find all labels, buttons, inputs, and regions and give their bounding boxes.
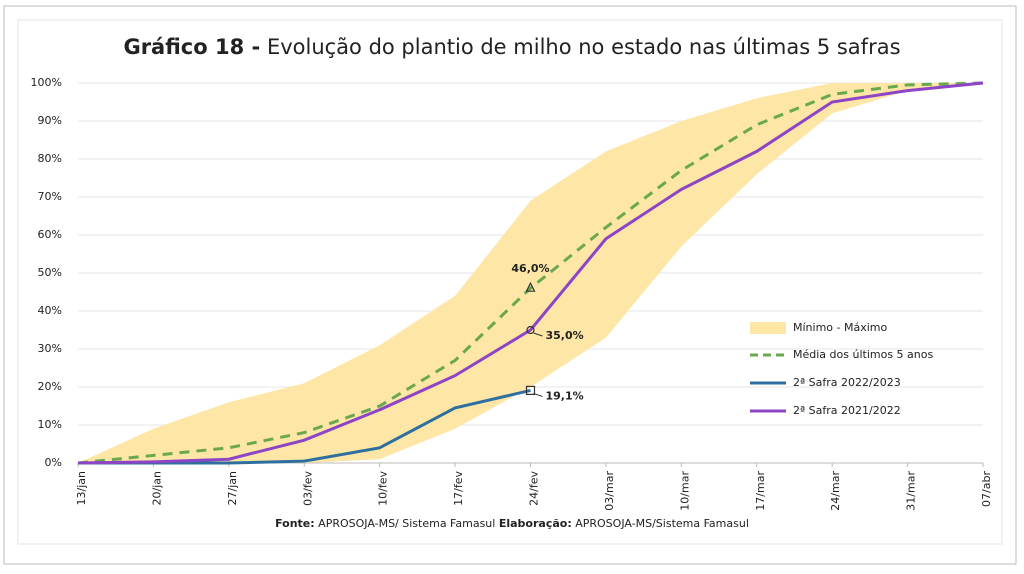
y-tick-label: 70% [38, 190, 62, 203]
x-tick-label: 10/fev [377, 471, 390, 506]
series-line [77, 81, 984, 465]
data-label: 46,0% [511, 262, 549, 275]
x-tick-label: 03/fev [301, 471, 314, 506]
source: APROSOJA-MS/ Sistema Famasul [318, 517, 495, 530]
y-tick-label: 30% [38, 342, 62, 355]
x-tick-label: 03/mar [603, 471, 616, 511]
y-tick-label: 20% [38, 380, 62, 393]
series-line [77, 81, 984, 465]
legend-label: Média dos últimos 5 anos [793, 348, 933, 361]
x-tick-label: 20/jan [150, 471, 163, 506]
legend-label: 2ª Safra 2022/2023 [793, 376, 901, 389]
marker [526, 325, 535, 335]
legend-swatch [750, 322, 786, 334]
x-tick-label: 17/mar [754, 471, 767, 511]
credit-label: Elaboração: [499, 517, 572, 530]
x-tick-label: 31/mar [905, 471, 918, 511]
y-tick-label: 100% [31, 76, 62, 89]
marker [525, 281, 536, 292]
title-text: Evolução do plantio de milho no estado n… [267, 35, 901, 59]
y-tick-label: 10% [38, 418, 62, 431]
x-tick-label: 27/jan [226, 471, 239, 506]
data-label: 35,0% [546, 329, 584, 342]
x-tick-label: 17/fev [452, 471, 465, 506]
title-prefix: Gráfico 18 - [123, 35, 260, 59]
x-tick-label: 24/mar [829, 471, 842, 511]
legend-label: Mínimo - Máximo [793, 321, 887, 334]
y-tick-label: 0% [45, 456, 62, 469]
label-leader [533, 392, 543, 397]
footer: Fonte: APROSOJA-MS/ Sistema Famasul Elab… [275, 517, 749, 530]
marker [525, 385, 536, 396]
x-tick-label: 07/abr [980, 471, 993, 507]
label-leader [533, 332, 543, 337]
range-area [78, 83, 983, 463]
x-tick-label: 24/fev [528, 471, 541, 506]
y-tick-label: 80% [38, 152, 62, 165]
y-tick-label: 60% [38, 228, 62, 241]
y-tick-label: 50% [38, 266, 62, 279]
chart-title: Gráfico 18 - Evolução do plantio de milh… [123, 35, 900, 59]
x-tick-label: 10/mar [678, 471, 691, 511]
x-tick-label: 13/jan [75, 471, 88, 506]
legend-label: 2ª Safra 2021/2022 [793, 404, 901, 417]
y-tick-label: 40% [38, 304, 62, 317]
credit: APROSOJA-MS/Sistema Famasul [575, 517, 749, 530]
source-label: Fonte: [275, 517, 315, 530]
data-label: 19,1% [546, 389, 584, 402]
y-tick-label: 90% [38, 114, 62, 127]
